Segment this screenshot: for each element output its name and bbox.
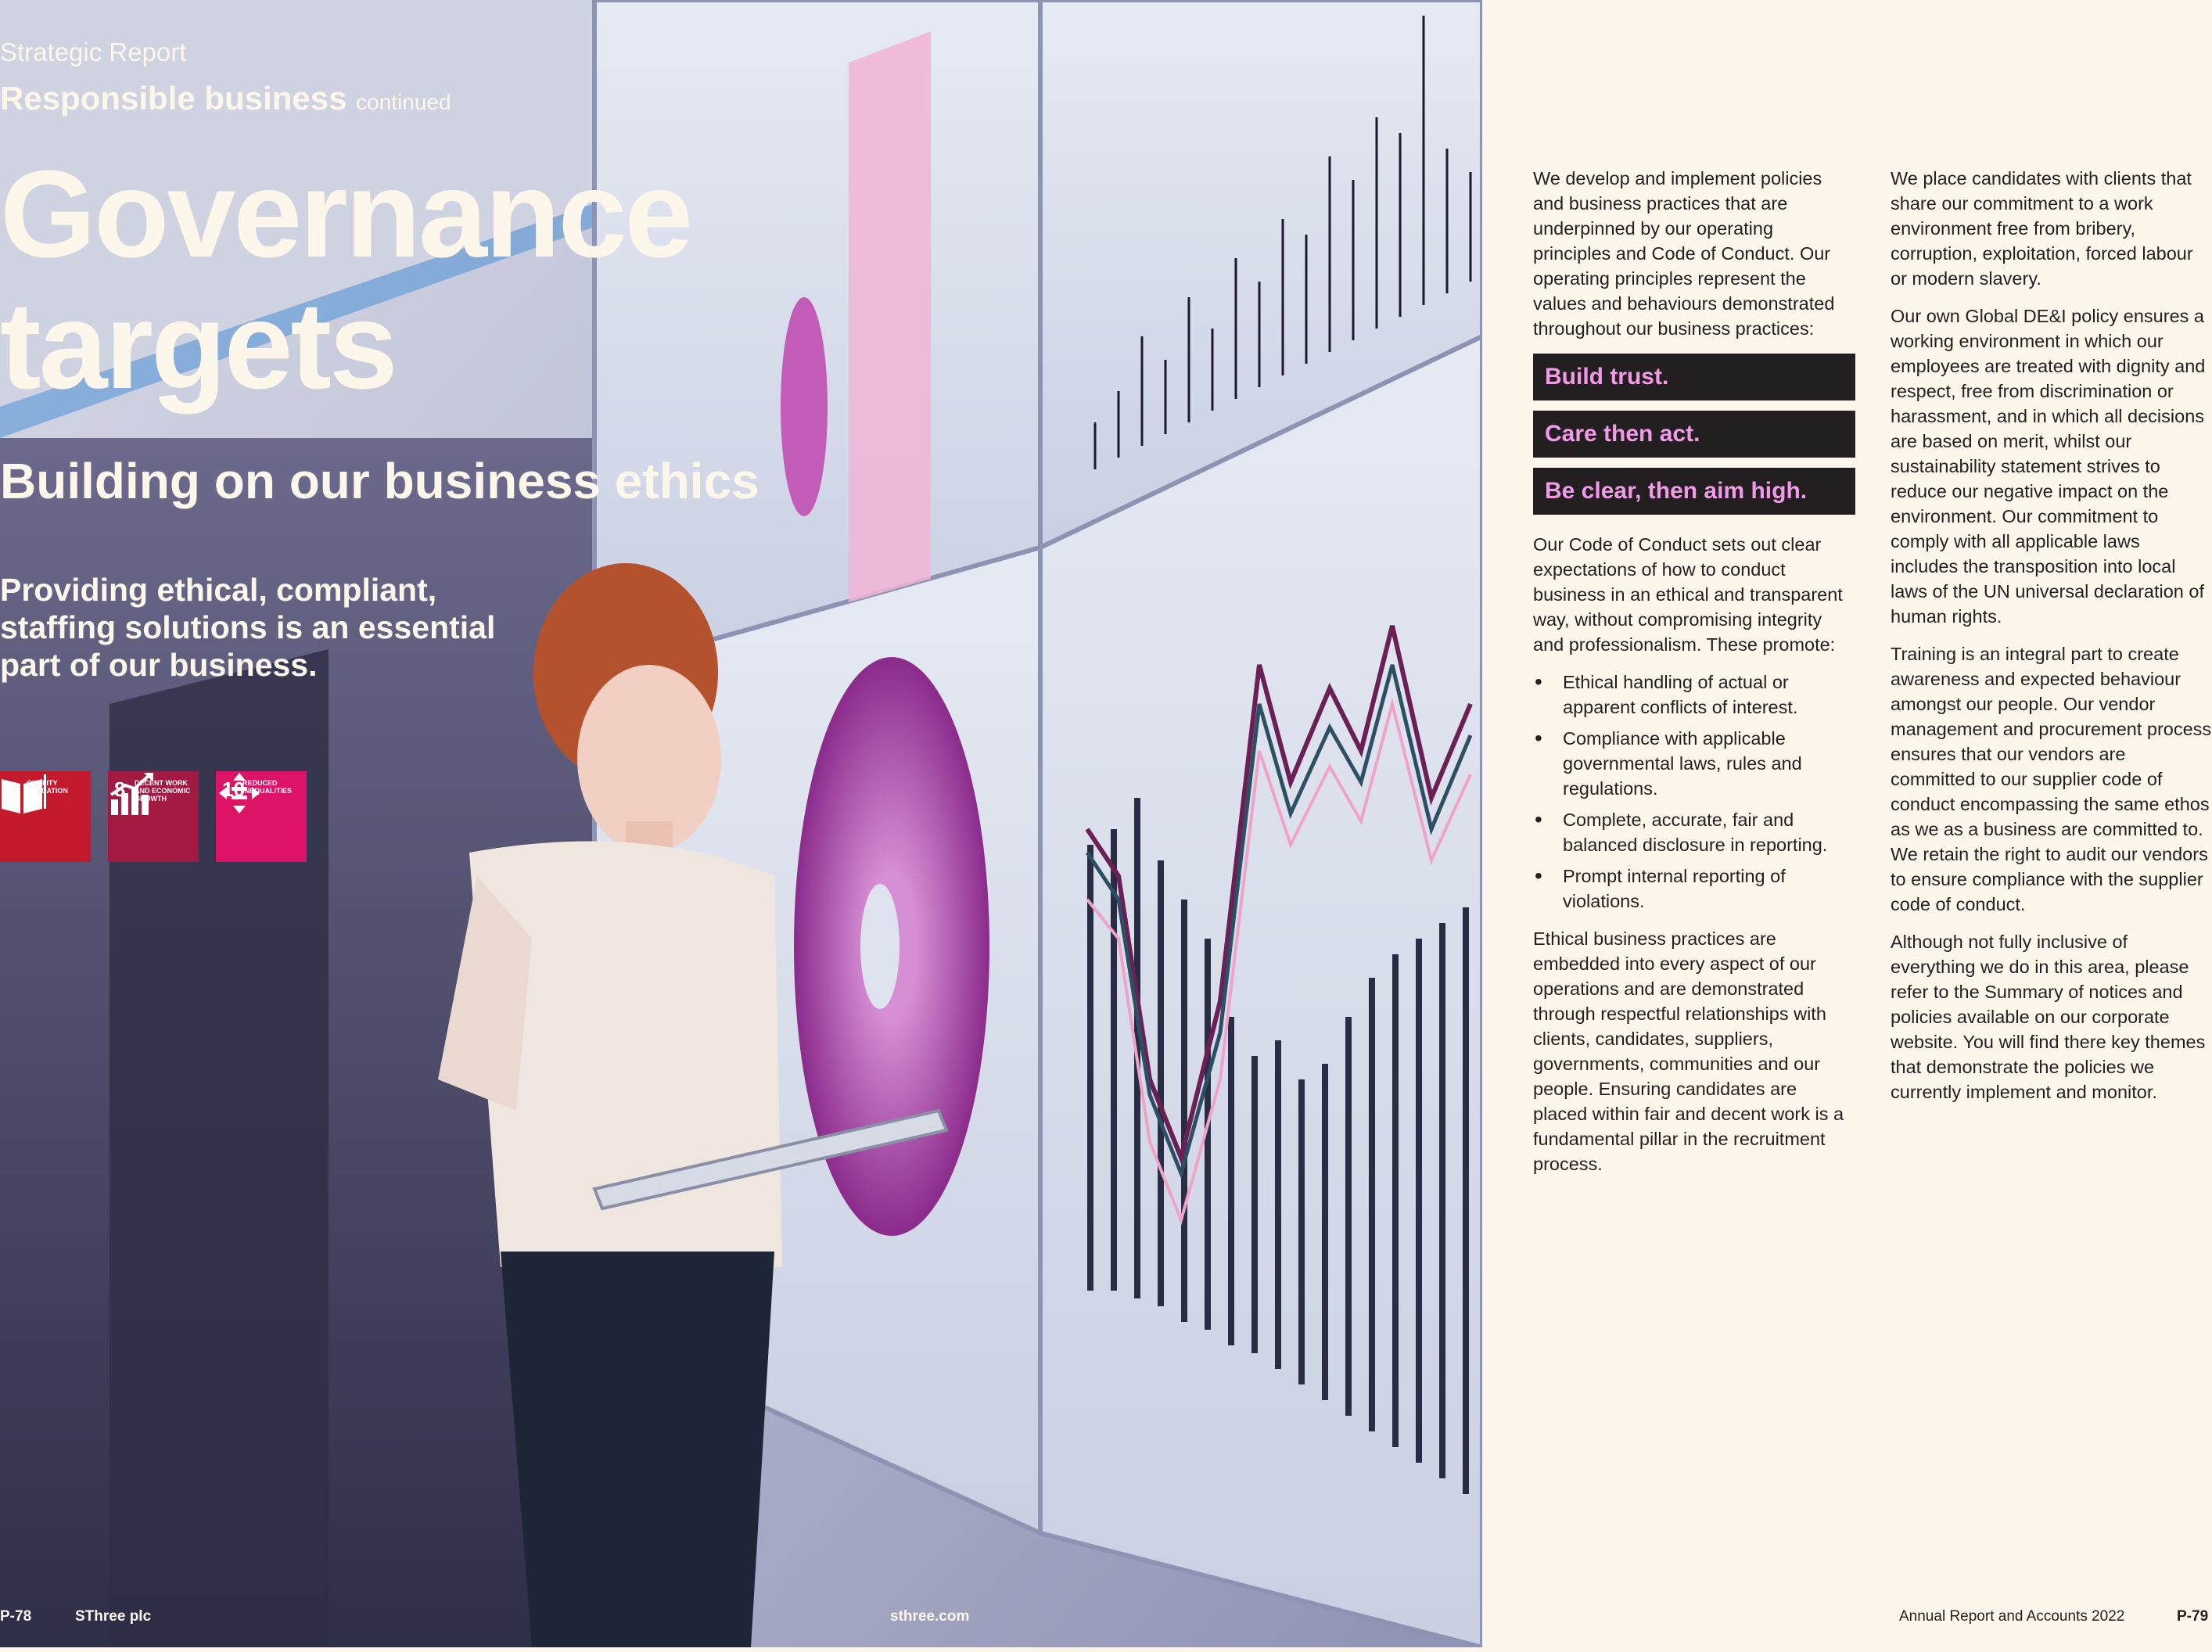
promotes-list: Ethical handling of actual or apparent c… bbox=[1533, 670, 1855, 914]
sdg-goal-4-badge: 4 QUALITY EDUCATION bbox=[0, 771, 91, 862]
book-icon bbox=[2, 774, 46, 813]
text-column-1: We develop and implement policies and bu… bbox=[1533, 166, 1855, 1189]
page-title: Governance targets bbox=[0, 145, 693, 415]
list-item: Complete, accurate, fair and balanced di… bbox=[1533, 807, 1855, 857]
page-subtitle: Building on our business ethics bbox=[0, 453, 759, 509]
section-title: Responsible business continued bbox=[0, 80, 451, 117]
sdg-goal-10-badge: 10 REDUCED INEQUALITIES bbox=[216, 771, 307, 862]
list-item: Prompt internal reporting of violations. bbox=[1533, 864, 1855, 914]
summary-notices-paragraph: Although not fully inclusive of everythi… bbox=[1891, 932, 2206, 1102]
principle-be-clear: Be clear, then aim high. bbox=[1533, 468, 1855, 515]
section-title-text: Responsible business bbox=[0, 80, 347, 117]
operating-principles: Build trust. Care then act. Be clear, th… bbox=[1533, 354, 1855, 515]
principle-build-trust: Build trust. bbox=[1533, 354, 1855, 400]
code-of-conduct-paragraph: Our Code of Conduct sets out clear expec… bbox=[1533, 534, 1843, 655]
left-page-number: P-78 bbox=[0, 1608, 32, 1625]
company-name: SThree plc bbox=[75, 1608, 152, 1625]
principle-care-then-act: Care then act. bbox=[1533, 411, 1855, 458]
sdg-goal-8-badge: 8 DECENT WORK AND ECONOMIC GROWTH bbox=[108, 771, 199, 862]
sdg-goal-label: REDUCED INEQUALITIES bbox=[242, 779, 293, 795]
section-suffix: continued bbox=[356, 90, 451, 114]
policies-intro-paragraph: We develop and implement policies and bu… bbox=[1533, 168, 1835, 339]
page-title-line-1: Governance bbox=[0, 145, 693, 283]
list-item: Compliance with applicable governmental … bbox=[1533, 726, 1855, 801]
lede-text: Providing ethical, compliant, staffing s… bbox=[0, 572, 496, 683]
photo-illustration bbox=[0, 0, 1482, 1647]
hero-photo: Strategic Report Responsible business co… bbox=[0, 0, 1482, 1647]
equality-arrows-icon bbox=[219, 773, 260, 813]
report-name: Annual Report and Accounts 2022 bbox=[1899, 1608, 2125, 1625]
growth-chart-icon bbox=[110, 773, 153, 815]
ethical-practices-paragraph: Ethical business practices are embedded … bbox=[1533, 928, 1844, 1174]
sdg-goal-label: DECENT WORK AND ECONOMIC GROWTH bbox=[135, 779, 191, 803]
right-page-number: P-79 bbox=[2177, 1608, 2209, 1625]
training-paragraph: Training is an integral part to create a… bbox=[1891, 644, 2212, 914]
text-column-2: We place candidates with clients that sh… bbox=[1891, 166, 2212, 1117]
report-kicker: Strategic Report bbox=[0, 38, 187, 66]
dei-policy-paragraph: Our own Global DE&I policy ensures a wor… bbox=[1891, 306, 2206, 627]
list-item: Ethical handling of actual or apparent c… bbox=[1533, 670, 1855, 720]
website-link[interactable]: sthree.com bbox=[890, 1608, 970, 1625]
candidates-paragraph: We place candidates with clients that sh… bbox=[1891, 168, 2193, 289]
page-title-line-2: targets bbox=[0, 277, 398, 415]
